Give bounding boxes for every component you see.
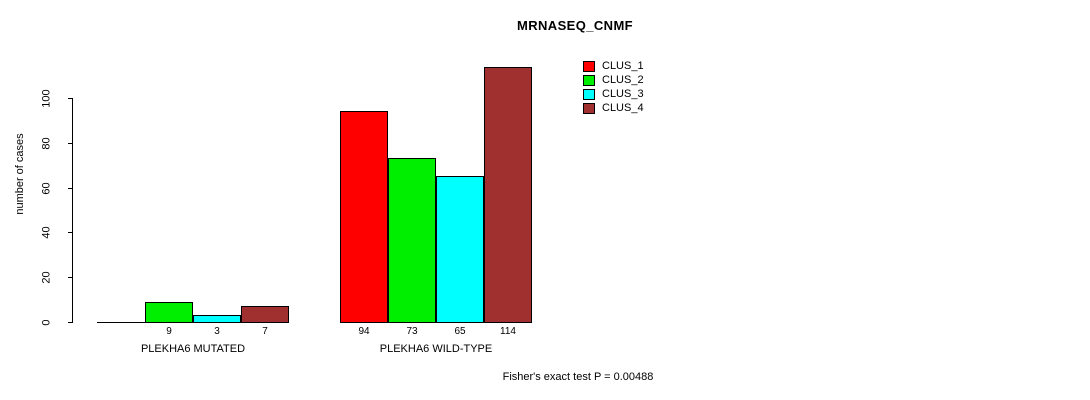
bar xyxy=(340,111,388,323)
bar-value-label: 7 xyxy=(262,326,268,337)
y-tick-label: 100 xyxy=(40,89,53,108)
chart-title: MRNASEQ_CNMF xyxy=(516,18,634,33)
footer-annotation: Fisher's exact test P = 0.00488 xyxy=(502,371,654,383)
legend-label: CLUS_2 xyxy=(602,74,644,86)
legend-label: CLUS_1 xyxy=(602,60,644,72)
bar xyxy=(193,315,241,323)
bar xyxy=(436,176,484,323)
y-tick-mark xyxy=(68,232,73,234)
legend-color-swatch xyxy=(583,103,595,114)
y-tick-label: 80 xyxy=(40,137,53,150)
legend-item: CLUS_4 xyxy=(583,102,693,116)
y-tick-label: 0 xyxy=(40,319,53,326)
bar xyxy=(241,306,289,323)
legend-color-swatch xyxy=(583,61,595,72)
y-tick-mark xyxy=(68,322,73,323)
y-tick-mark xyxy=(68,277,73,279)
y-tick-label: 20 xyxy=(40,271,53,284)
y-tick-mark xyxy=(68,98,73,99)
group-label: PLEKHA6 WILD-TYPE xyxy=(379,343,493,355)
y-axis-line xyxy=(72,98,73,323)
bar xyxy=(145,301,193,323)
bar-value-label: 3 xyxy=(214,326,220,337)
y-tick-mark xyxy=(68,142,73,144)
legend-label: CLUS_3 xyxy=(602,88,644,100)
legend-label: CLUS_4 xyxy=(602,102,644,114)
bar xyxy=(388,158,436,323)
chart-legend: CLUS_1 CLUS_2 CLUS_3 CLUS_4 xyxy=(583,60,693,116)
group-label: PLEKHA6 MUTATED xyxy=(140,343,246,355)
bar-value-label: 9 xyxy=(166,326,172,337)
bar xyxy=(484,66,532,323)
bar-value-label: 94 xyxy=(358,326,370,337)
bar-value-label: 73 xyxy=(406,326,418,337)
legend-color-swatch xyxy=(583,89,595,100)
bar-value-label: 114 xyxy=(500,326,516,337)
y-axis-title: number of cases xyxy=(14,133,26,215)
y-tick-mark xyxy=(68,187,73,189)
y-tick-label: 40 xyxy=(40,226,53,240)
legend-item: CLUS_2 xyxy=(583,74,693,88)
legend-item: CLUS_1 xyxy=(583,60,693,74)
legend-color-swatch xyxy=(583,75,595,86)
y-tick-label: 60 xyxy=(40,181,53,195)
legend-item: CLUS_3 xyxy=(583,88,693,102)
bar-value-label: 65 xyxy=(454,326,466,337)
